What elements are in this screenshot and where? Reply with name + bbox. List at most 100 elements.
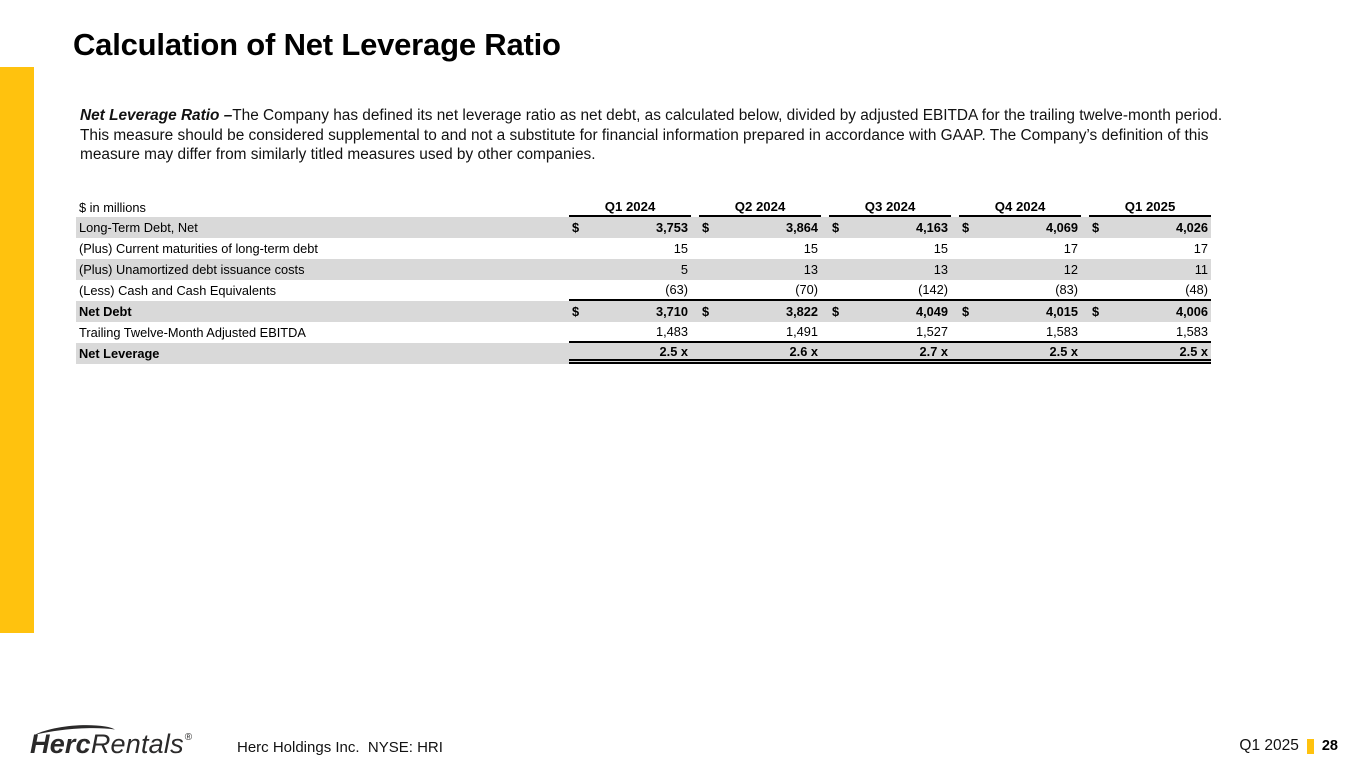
value: 15 <box>933 241 948 256</box>
value: 11 <box>1194 262 1208 277</box>
value-cell: $3,753 <box>569 217 691 238</box>
value-cell: (83) <box>959 280 1081 299</box>
row-label: (Less) Cash and Cash Equivalents <box>79 283 277 298</box>
value-cell: (63) <box>569 280 691 299</box>
value: 13 <box>933 262 948 277</box>
table-row: (Plus) Current maturities of long-term d… <box>76 238 1211 259</box>
currency-symbol: $ <box>1092 304 1100 319</box>
value-cell: 1,583 <box>959 322 1081 341</box>
value-cell: 2.5 x <box>569 343 691 359</box>
value: 3,753 <box>655 220 688 235</box>
currency-symbol: $ <box>1092 220 1100 235</box>
value: (48) <box>1185 282 1208 297</box>
value: 4,006 <box>1175 304 1208 319</box>
value-cell: (48) <box>1089 280 1211 299</box>
value: 17 <box>1063 241 1078 256</box>
registered-trademark-icon: ® <box>184 732 193 743</box>
value-cell: 11 <box>1089 259 1211 280</box>
value-cell: 15 <box>699 238 821 259</box>
footer-period: Q1 2025 <box>1239 737 1299 754</box>
value-cell: $4,026 <box>1089 217 1211 238</box>
page-meta: Q1 2025 28 <box>1239 737 1338 755</box>
row-values: $3,753 $3,864 $4,163 $4,069 $4,026 <box>569 217 1211 238</box>
value: 4,163 <box>915 220 948 235</box>
row-label: Net Debt <box>79 304 132 319</box>
column-header: Q2 2024 <box>699 196 821 217</box>
logo-swoosh-icon <box>34 725 115 736</box>
column-header: Q1 2025 <box>1089 196 1211 217</box>
value-cell: 15 <box>569 238 691 259</box>
value: (63) <box>665 282 688 297</box>
value: 2.7 x <box>919 343 948 359</box>
row-values: 5 13 13 12 11 <box>569 259 1211 280</box>
accent-bar <box>0 67 34 633</box>
value: 12 <box>1063 262 1078 277</box>
row-values: 15 15 15 17 17 <box>569 238 1211 259</box>
value-cell: 1,483 <box>569 322 691 341</box>
value: 13 <box>803 262 818 277</box>
currency-symbol: $ <box>832 304 840 319</box>
row-label: (Plus) Current maturities of long-term d… <box>79 241 318 256</box>
row-label: (Plus) Unamortized debt issuance costs <box>79 262 305 277</box>
value: 1,583 <box>1045 324 1078 339</box>
company-ticker-line: Herc Holdings Inc. NYSE: HRI <box>237 739 443 756</box>
units-label: $ in millions <box>79 200 146 215</box>
logo-brand-bold: Herc <box>30 729 91 759</box>
intro-body: The Company has defined its net leverage… <box>80 107 1227 164</box>
value-cell: $4,069 <box>959 217 1081 238</box>
value-cell: $3,822 <box>699 301 821 322</box>
value-cell: $3,710 <box>569 301 691 322</box>
row-values: (63) (70) (142) (83) (48) <box>569 280 1211 301</box>
row-label: Trailing Twelve-Month Adjusted EBITDA <box>79 325 306 340</box>
value: 1,483 <box>655 324 688 339</box>
value: 17 <box>1193 241 1208 256</box>
value-cell: 1,583 <box>1089 322 1211 341</box>
value-cell: 12 <box>959 259 1081 280</box>
row-values: 2.5 x 2.6 x 2.7 x 2.5 x 2.5 x <box>569 343 1211 364</box>
value: 2.6 x <box>789 343 818 359</box>
table-row: Long-Term Debt, Net $3,753 $3,864 $4,163… <box>76 217 1211 238</box>
value-cell: 2.5 x <box>1089 343 1211 359</box>
page-title: Calculation of Net Leverage Ratio <box>73 27 561 62</box>
value: (83) <box>1055 282 1078 297</box>
page-number-tick <box>1306 738 1314 754</box>
value-cell: (70) <box>699 280 821 299</box>
value-cell: 2.7 x <box>829 343 951 359</box>
value-cell: 2.6 x <box>699 343 821 359</box>
value: (70) <box>795 282 818 297</box>
value-cell: (142) <box>829 280 951 299</box>
value-cell: 15 <box>829 238 951 259</box>
value: 15 <box>803 241 818 256</box>
value-cell: 13 <box>699 259 821 280</box>
page-number: 28 <box>1321 738 1338 754</box>
value: 3,822 <box>785 304 818 319</box>
value-cell: $4,049 <box>829 301 951 322</box>
value: 4,049 <box>915 304 948 319</box>
logo-brand-light: Rentals <box>90 729 184 759</box>
currency-symbol: $ <box>572 220 580 235</box>
table-header-row: $ in millions Q1 2024 Q2 2024 Q3 2024 Q4… <box>76 196 1211 217</box>
table-row: Net Debt $3,710 $3,822 $4,049 $4,015 $4,… <box>76 301 1211 322</box>
row-values: $3,710 $3,822 $4,049 $4,015 $4,006 <box>569 301 1211 322</box>
currency-symbol: $ <box>572 304 580 319</box>
row-label: Long-Term Debt, Net <box>79 220 198 235</box>
value: 4,026 <box>1175 220 1208 235</box>
currency-symbol: $ <box>702 220 710 235</box>
value-cell: 2.5 x <box>959 343 1081 359</box>
table-row: (Less) Cash and Cash Equivalents (63) (7… <box>76 280 1211 301</box>
value: 15 <box>673 241 688 256</box>
value: 2.5 x <box>1179 343 1208 359</box>
row-label: Net Leverage <box>79 346 160 361</box>
value-cell: 17 <box>959 238 1081 259</box>
currency-symbol: $ <box>962 220 970 235</box>
value: 5 <box>680 262 688 277</box>
value: 3,710 <box>655 304 688 319</box>
value-cell: $4,163 <box>829 217 951 238</box>
table-row: (Plus) Unamortized debt issuance costs 5… <box>76 259 1211 280</box>
value-cell: 13 <box>829 259 951 280</box>
value: 1,527 <box>915 324 948 339</box>
value-cell: $4,006 <box>1089 301 1211 322</box>
value: 4,069 <box>1045 220 1078 235</box>
value: 4,015 <box>1045 304 1078 319</box>
